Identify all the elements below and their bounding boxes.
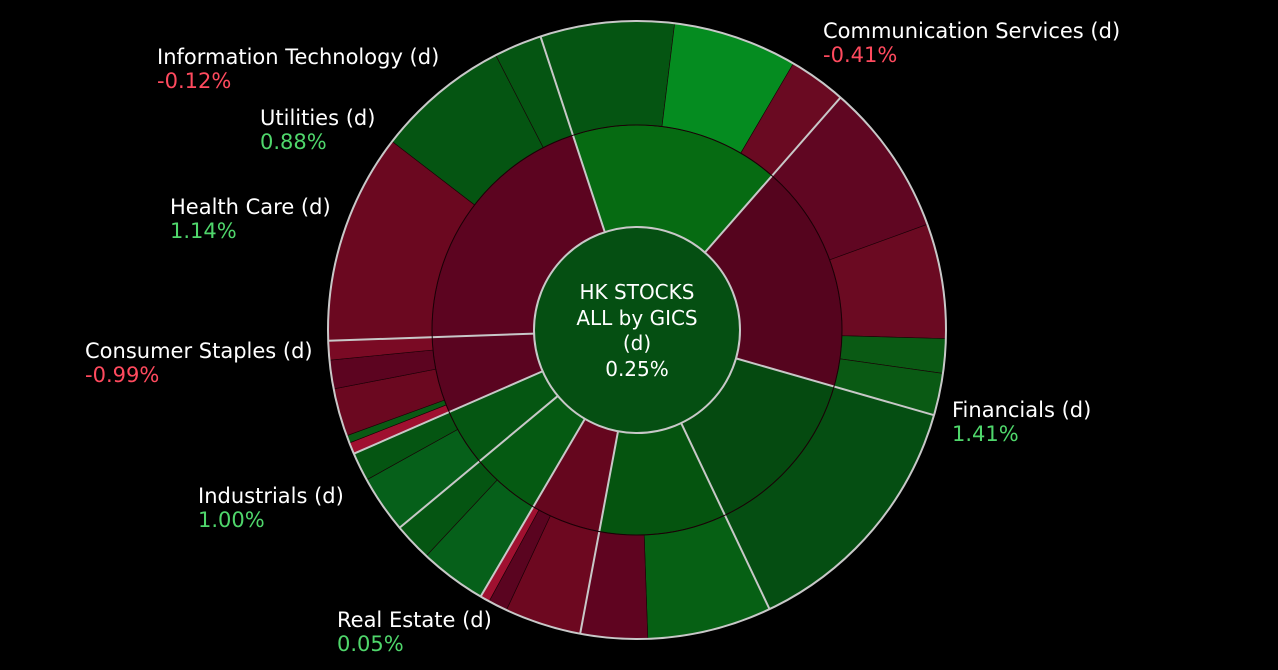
sector-separator-1: [539, 36, 606, 233]
sector-label-5: Consumer Staples (d): [85, 339, 313, 363]
sector-label-0: Communication Services (d): [823, 19, 1120, 43]
sector-label-6: Health Care (d): [170, 195, 331, 219]
sector-separator-5: [579, 431, 620, 634]
sector-change-4: 1.00%: [198, 508, 265, 532]
outer-rim: [327, 20, 947, 640]
sector-change-6: 1.14%: [170, 219, 237, 243]
sector-change-1: 1.41%: [952, 422, 1019, 446]
sector-separator-4: [680, 422, 771, 610]
sector-separator-0: [328, 332, 535, 342]
sector-label-3: Real Estate (d): [337, 608, 492, 632]
sector-separator-7: [398, 395, 559, 529]
center-summary: HK STOCKS ALL by GICS (d) 0.25%: [533, 226, 741, 434]
sunburst-rings: [327, 20, 947, 640]
center-line-1: HK STOCKS: [580, 280, 695, 304]
sector-change-5: -0.99%: [85, 363, 159, 387]
sector-change-0: -0.41%: [823, 43, 897, 67]
sector-label-7: Utilities (d): [260, 106, 375, 130]
sector-change-3: 0.05%: [337, 632, 404, 656]
middle-rim: [431, 124, 843, 536]
sector-separator-8: [353, 370, 544, 455]
center-line-3: (d): [623, 331, 651, 355]
sector-change-7: 0.88%: [260, 130, 327, 154]
center-line-2: ALL by GICS: [576, 306, 697, 330]
center-value: 0.25%: [605, 357, 669, 381]
sector-separator-2: [704, 96, 842, 254]
sector-label-8: Information Technology (d): [157, 45, 439, 69]
center-disc: [533, 226, 741, 434]
sector-label-1: Financials (d): [952, 398, 1091, 422]
sector-separator-6: [479, 418, 586, 598]
sector-separator-3: [735, 357, 935, 417]
sector-change-8: -0.12%: [157, 69, 231, 93]
sector-label-4: Industrials (d): [198, 484, 344, 508]
sector-labels: Communication Services (d)-0.41% Financia…: [85, 19, 1120, 656]
